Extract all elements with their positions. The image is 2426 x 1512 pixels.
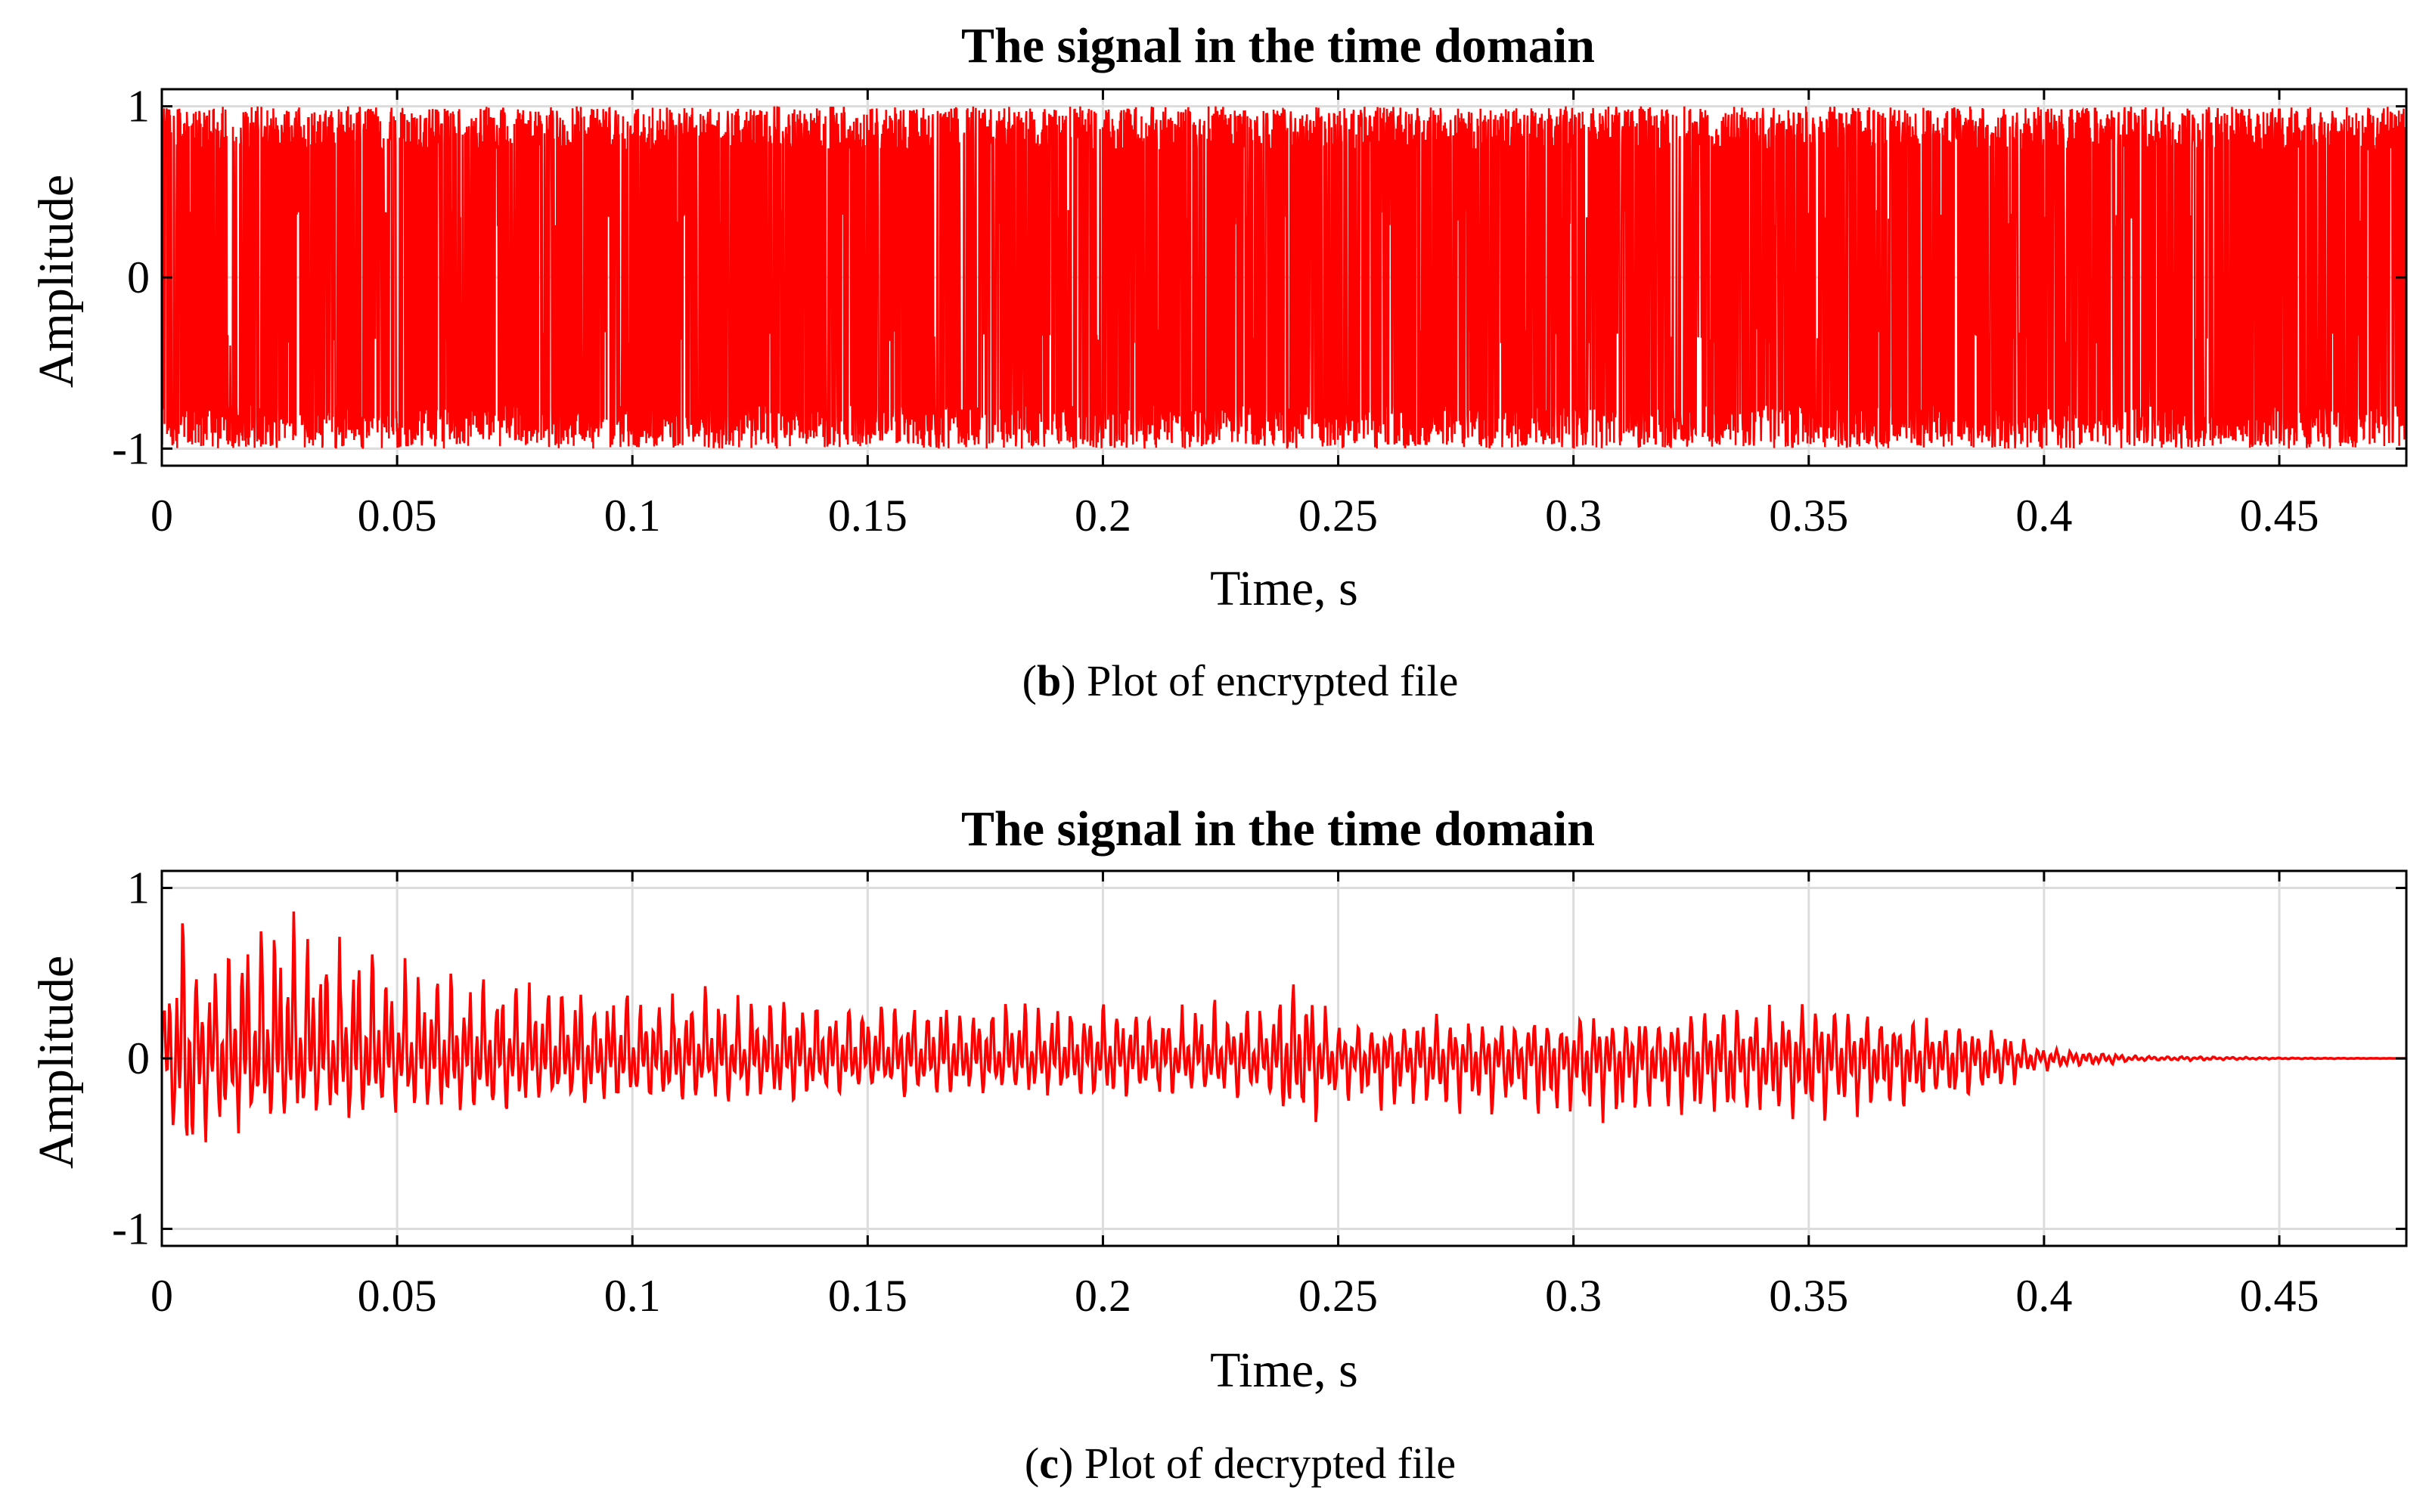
x-tick-label: 0 — [150, 491, 173, 541]
x-axis-label: Time, s — [1210, 1343, 1358, 1398]
signal-line — [160, 911, 2406, 1142]
chart-title: The signal in the time domain — [961, 801, 1595, 857]
x-tick-label: 0 — [150, 1271, 173, 1321]
x-tick-label: 0.05 — [358, 491, 437, 541]
x-tick-label: 0.05 — [358, 1271, 437, 1321]
x-tick-label: 0.2 — [1075, 1271, 1131, 1321]
panel-decrypted: The signal in the time domain 0 0.05 0.1 0.… — [29, 801, 2408, 1488]
x-tick-label: 0.4 — [2015, 1271, 2072, 1321]
x-tick-label: 0.3 — [1545, 491, 1602, 541]
caption-text: Plot of encrypted file — [1076, 656, 1459, 705]
x-tick-label: 0.1 — [604, 1271, 661, 1321]
x-ticks: 0 0.05 0.1 0.15 0.2 0.25 0.3 0.35 0.4 0.45 — [150, 871, 2319, 1321]
caption-letter: b — [1037, 656, 1061, 705]
signal-line — [160, 106, 2408, 450]
x-tick-label: 0.2 — [1075, 491, 1131, 541]
y-tick-label: 0 — [127, 253, 150, 302]
caption-letter: c — [1039, 1439, 1059, 1488]
x-tick-label: 0.35 — [1769, 1271, 1848, 1321]
x-ticks: 0 0.05 0.1 0.15 0.2 0.25 0.3 0.35 0.4 0.45 — [150, 89, 2319, 541]
signal-series — [160, 106, 2408, 450]
x-tick-label: 0.25 — [1298, 1271, 1378, 1321]
chart-title: The signal in the time domain — [961, 18, 1595, 73]
x-tick-label: 0.15 — [828, 1271, 907, 1321]
y-tick-label: -1 — [112, 1204, 150, 1253]
caption-text: Plot of decrypted file — [1073, 1439, 1456, 1488]
x-tick-label: 0.4 — [2015, 491, 2072, 541]
panel-encrypted: The signal in the time domain 0 0.05 0.1 0.… — [29, 18, 2408, 705]
x-tick-label: 0.25 — [1298, 491, 1378, 541]
y-ticks: -1 0 1 — [112, 82, 2406, 473]
y-tick-label: 0 — [127, 1033, 150, 1083]
y-tick-label: -1 — [112, 423, 150, 473]
x-tick-label: 0.45 — [2240, 491, 2319, 541]
x-tick-label: 0.45 — [2240, 1271, 2319, 1321]
x-tick-label: 0.3 — [1545, 1271, 1602, 1321]
x-tick-label: 0.1 — [604, 491, 661, 541]
y-axis-label: Amplitude — [29, 175, 84, 388]
x-tick-label: 0.15 — [828, 491, 907, 541]
y-ticks: -1 0 1 — [112, 863, 2406, 1253]
x-tick-label: 0.35 — [1769, 491, 1848, 541]
x-axis-label: Time, s — [1210, 561, 1358, 616]
signal-series — [160, 911, 2406, 1142]
caption: (c) Plot of decrypted file — [1025, 1439, 1456, 1488]
caption: (b) Plot of encrypted file — [1022, 656, 1459, 705]
y-tick-label: 1 — [127, 82, 150, 132]
y-axis-label: Amplitude — [29, 956, 84, 1169]
y-tick-label: 1 — [127, 863, 150, 913]
